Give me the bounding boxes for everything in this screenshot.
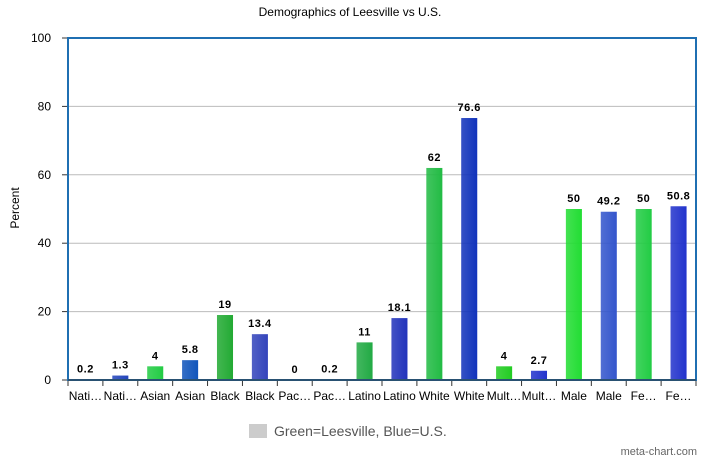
bar-value-label: 19 (218, 299, 231, 311)
x-tick-label: Nati… (69, 389, 102, 403)
y-tick-label: 0 (44, 373, 51, 387)
x-tick-label: Fe… (666, 389, 692, 403)
x-tick-label: Fe… (631, 389, 657, 403)
bar-leesville-10 (426, 167, 443, 380)
x-tick-label: Mult… (487, 389, 522, 403)
bar-value-label: 2.7 (531, 355, 548, 367)
x-tick-label: Nati… (104, 389, 137, 403)
bar-leesville-8 (356, 342, 373, 380)
x-tick-label: Mult… (522, 389, 557, 403)
x-tick-label: Asian (140, 389, 170, 403)
y-tick-label: 60 (38, 168, 52, 182)
bar-value-label: 4 (501, 350, 508, 362)
x-tick-label: Latino (348, 389, 381, 403)
bar-value-label: 50.8 (667, 190, 690, 202)
x-tick-label: Male (561, 389, 587, 403)
bar-us-17 (670, 206, 687, 380)
bar-value-label: 50 (567, 193, 580, 205)
bar-us-15 (600, 211, 617, 380)
bar-layer: 0.2 1.3 4 5.8 19 13.4 0 0.2 11 18.1 62 76.6 4 2.7 50 49… (77, 102, 690, 380)
x-tick-label: Pac… (278, 389, 311, 403)
bar-leesville-16 (635, 209, 652, 380)
bar-leesville-14 (565, 209, 582, 380)
bar-value-label: 11 (358, 326, 371, 338)
chart-title: Demographics of Leesville vs U.S. (259, 5, 442, 19)
bar-value-label: 0 (291, 364, 298, 376)
bar-value-label: 0.2 (321, 363, 338, 375)
legend: Green=Leesville, Blue=U.S. (249, 423, 447, 439)
bar-value-label: 18.1 (388, 302, 411, 314)
bar-us-13 (530, 370, 548, 380)
y-tick-layer: 0 20 40 60 80 100 (31, 31, 68, 387)
y-tick-label: 80 (38, 99, 52, 113)
bar-leesville-12 (496, 366, 513, 380)
x-tick-label: White (419, 389, 450, 403)
bar-value-label: 1.3 (112, 360, 129, 372)
bar-us-3 (182, 360, 199, 380)
bar-value-label: 13.4 (248, 318, 272, 330)
bar-us-5 (251, 334, 268, 380)
x-tick-label: Black (210, 389, 240, 403)
y-axis-label: Percent (8, 187, 22, 229)
legend-label: Green=Leesville, Blue=U.S. (274, 423, 447, 439)
bar-value-label: 62 (428, 152, 441, 164)
x-tick-label: Male (596, 389, 622, 403)
bar-value-label: 4 (152, 350, 159, 362)
credit-text: meta-chart.com (621, 446, 697, 458)
y-tick-label: 20 (38, 305, 52, 319)
bar-value-label: 50 (637, 193, 650, 205)
bar-value-label: 0.2 (77, 363, 94, 375)
x-tick-label: Black (245, 389, 275, 403)
bar-us-1 (112, 375, 129, 380)
bar-leesville-2 (147, 366, 164, 380)
bar-value-label: 49.2 (597, 196, 620, 208)
x-tick-label: Asian (175, 389, 205, 403)
bar-value-label: 76.6 (458, 102, 481, 114)
x-tick-layer: Nati… Nati… Asian Asian Black Black Pac… Pac… La… (67, 380, 697, 403)
x-tick-label: Pac… (313, 389, 346, 403)
bar-us-11 (461, 118, 478, 380)
bar-leesville-4 (216, 315, 234, 380)
x-tick-label: Latino (383, 389, 416, 403)
bar-us-9 (391, 318, 408, 380)
x-tick-label: White (454, 389, 485, 403)
bar-value-label: 5.8 (182, 344, 199, 356)
y-tick-label: 40 (38, 236, 52, 250)
y-tick-label: 100 (31, 31, 51, 45)
legend-swatch (249, 424, 267, 438)
